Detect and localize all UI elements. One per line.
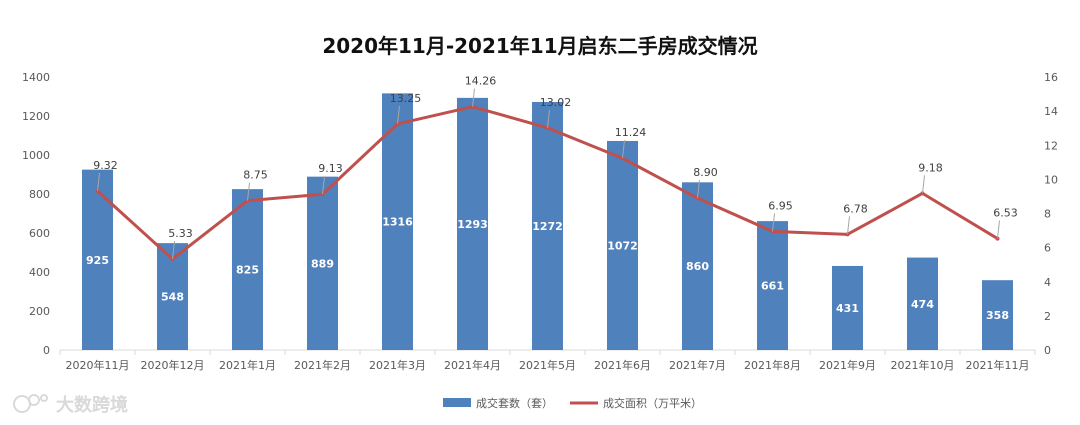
line-data-label: 8.75 xyxy=(243,169,268,182)
x-tick-label: 2021年6月 xyxy=(594,358,651,372)
bar-data-label: 889 xyxy=(311,257,334,270)
y-right-tick-label: 16 xyxy=(1044,71,1058,84)
bar-data-label: 661 xyxy=(761,280,784,293)
line-label-leader xyxy=(322,176,325,195)
line-label-leader xyxy=(847,216,850,235)
y-left-tick-label: 800 xyxy=(29,188,50,201)
bar-data-label: 1293 xyxy=(457,218,488,231)
y-right-tick-label: 10 xyxy=(1044,173,1058,186)
x-tick-label: 2020年11月 xyxy=(66,358,130,372)
x-tick-label: 2021年2月 xyxy=(294,358,351,372)
bar xyxy=(982,280,1013,350)
line-label-leader xyxy=(772,213,775,232)
bar xyxy=(607,140,638,350)
line-data-label: 9.18 xyxy=(918,161,943,174)
bar-data-label: 548 xyxy=(161,291,184,304)
bar-data-label: 1072 xyxy=(607,239,638,252)
legend-bar-label: 成交套数（套） xyxy=(476,396,553,410)
bar xyxy=(232,189,263,350)
x-tick-label: 2021年5月 xyxy=(519,358,576,372)
line-label-leader xyxy=(922,175,925,194)
line-data-label: 13.25 xyxy=(390,92,422,105)
line-data-label: 14.26 xyxy=(465,75,497,88)
x-tick-label: 2021年7月 xyxy=(669,358,726,372)
x-tick-label: 2021年10月 xyxy=(891,358,955,372)
legend: 成交套数（套） 成交面积（万平米） xyxy=(443,396,702,410)
line-data-label: 9.13 xyxy=(318,162,343,175)
y-left-tick-label: 1000 xyxy=(22,149,50,162)
x-tick-label: 2021年11月 xyxy=(966,358,1030,372)
line-data-label: 6.95 xyxy=(768,199,793,212)
y-left-tick-label: 1200 xyxy=(22,110,50,123)
bar xyxy=(682,182,713,350)
line-data-label: 9.32 xyxy=(93,159,118,172)
x-tick-label: 2021年8月 xyxy=(744,358,801,372)
line-label-leader xyxy=(697,180,700,199)
bar xyxy=(307,176,338,350)
line-label-leader xyxy=(472,88,475,107)
bar-data-label: 1272 xyxy=(532,220,563,233)
bar xyxy=(532,101,563,351)
chart-title: 2020年11月-2021年11月启东二手房成交情况 xyxy=(322,34,757,58)
line-label-leader xyxy=(247,182,250,201)
line-label-leader xyxy=(97,172,100,192)
bar xyxy=(907,257,938,350)
x-tick-label: 2021年9月 xyxy=(819,358,876,372)
watermark: 大数跨境 xyxy=(13,394,128,416)
line-data-label: 6.53 xyxy=(993,207,1018,220)
axes: 2020年11月 2020年12月 2021年1月 2021年2月 2021年3月 202… xyxy=(22,71,1058,372)
y-left-tick-label: 600 xyxy=(29,227,50,240)
x-tick-label: 2020年12月 xyxy=(141,358,205,372)
line-data-label: 11.24 xyxy=(615,126,647,139)
y-right-tick-label: 12 xyxy=(1044,139,1058,152)
y-right-tick-label: 4 xyxy=(1044,276,1051,289)
x-tick-label: 2021年4月 xyxy=(444,358,501,372)
bar xyxy=(382,93,413,350)
bar-data-label: 825 xyxy=(236,264,259,277)
line-label-leader xyxy=(997,220,1000,239)
line-data-label: 5.33 xyxy=(168,227,193,240)
bar-data-label: 358 xyxy=(986,309,1009,322)
line-label-leader xyxy=(622,140,625,159)
bar-data-label: 860 xyxy=(686,260,709,273)
y-left-tick-label: 400 xyxy=(29,266,50,279)
legend-bar-swatch xyxy=(443,398,471,407)
bar xyxy=(457,97,488,351)
line-data-label: 8.90 xyxy=(693,166,718,179)
bar xyxy=(757,221,788,350)
y-left-tick-label: 200 xyxy=(29,305,50,318)
bar-data-label: 925 xyxy=(86,254,109,267)
bar-data-label: 1316 xyxy=(382,216,413,229)
bar xyxy=(832,265,863,350)
line-series: 9.32 5.33 8.75 9.13 13.25 14.26 13.02 11.24 8.90… xyxy=(93,75,1018,262)
bar-data-label: 431 xyxy=(836,302,859,315)
bar-series: 925 548 825 889 1316 1293 1272 1072 860 661 431 474… xyxy=(82,93,1013,351)
y-right-tick-label: 14 xyxy=(1044,105,1058,118)
x-tick-label: 2021年1月 xyxy=(219,358,276,372)
line-label-leader xyxy=(172,241,175,260)
y-right-tick-label: 8 xyxy=(1044,208,1051,221)
y-left-tick-label: 1400 xyxy=(22,71,50,84)
bar-data-label: 474 xyxy=(911,298,934,311)
y-left-tick-label: 0 xyxy=(43,344,50,357)
watermark-logo-icon xyxy=(13,394,48,413)
line-label-leader xyxy=(397,105,400,124)
line-label-leader xyxy=(547,109,550,128)
y-right-tick-label: 2 xyxy=(1044,310,1051,323)
x-tick-label: 2021年3月 xyxy=(369,358,426,372)
y-right-tick-label: 0 xyxy=(1044,344,1051,357)
watermark-text: 大数跨境 xyxy=(56,394,128,416)
line-data-label: 13.02 xyxy=(540,96,572,109)
line-data-label: 6.78 xyxy=(843,202,868,215)
legend-line-label: 成交面积（万平米） xyxy=(603,396,702,410)
y-right-tick-label: 6 xyxy=(1044,242,1051,255)
